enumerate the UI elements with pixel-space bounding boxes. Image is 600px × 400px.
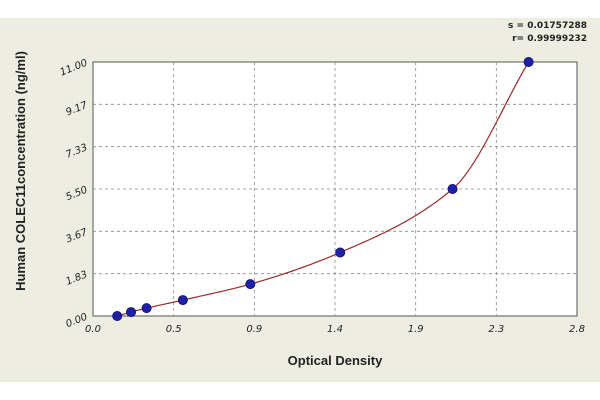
y-axis-title: Human COLEC11concentration (ng/ml) [13, 51, 28, 291]
data-point [335, 247, 346, 258]
fit-stat-r: r= 0.99999232 [512, 34, 587, 44]
y-tick-label: 7.33 [64, 142, 89, 161]
data-point [126, 307, 137, 318]
y-tick-label: 1.83 [64, 269, 89, 288]
x-tick-label: 2.3 [488, 324, 504, 335]
data-points [112, 57, 534, 321]
y-tick-label: 11.00 [58, 58, 89, 79]
y-tick-label: 3.67 [64, 227, 89, 246]
y-tick-label: 5.50 [64, 185, 89, 204]
x-tick-label: 0.5 [166, 324, 182, 335]
data-point [245, 279, 256, 290]
x-axis-title: Optical Density [288, 353, 383, 368]
y-tick-label: 9.17 [64, 100, 89, 119]
x-tick-label: 0.9 [246, 324, 262, 335]
data-point [447, 183, 458, 194]
fit-stat-s: s = 0.01757288 [508, 21, 587, 31]
x-tick-label: 1.4 [327, 324, 343, 335]
x-tick-label: 0.0 [85, 324, 101, 335]
data-point [177, 295, 188, 306]
x-tick-label: 2.8 [569, 324, 585, 335]
x-tick-labels: 0.0 0.5 0.9 1.4 1.9 2.3 2.8 [85, 324, 585, 335]
data-point [523, 57, 534, 68]
data-point [141, 303, 152, 314]
grid-lines [93, 62, 577, 316]
x-tick-label: 1.9 [408, 324, 424, 335]
data-point [112, 310, 123, 321]
